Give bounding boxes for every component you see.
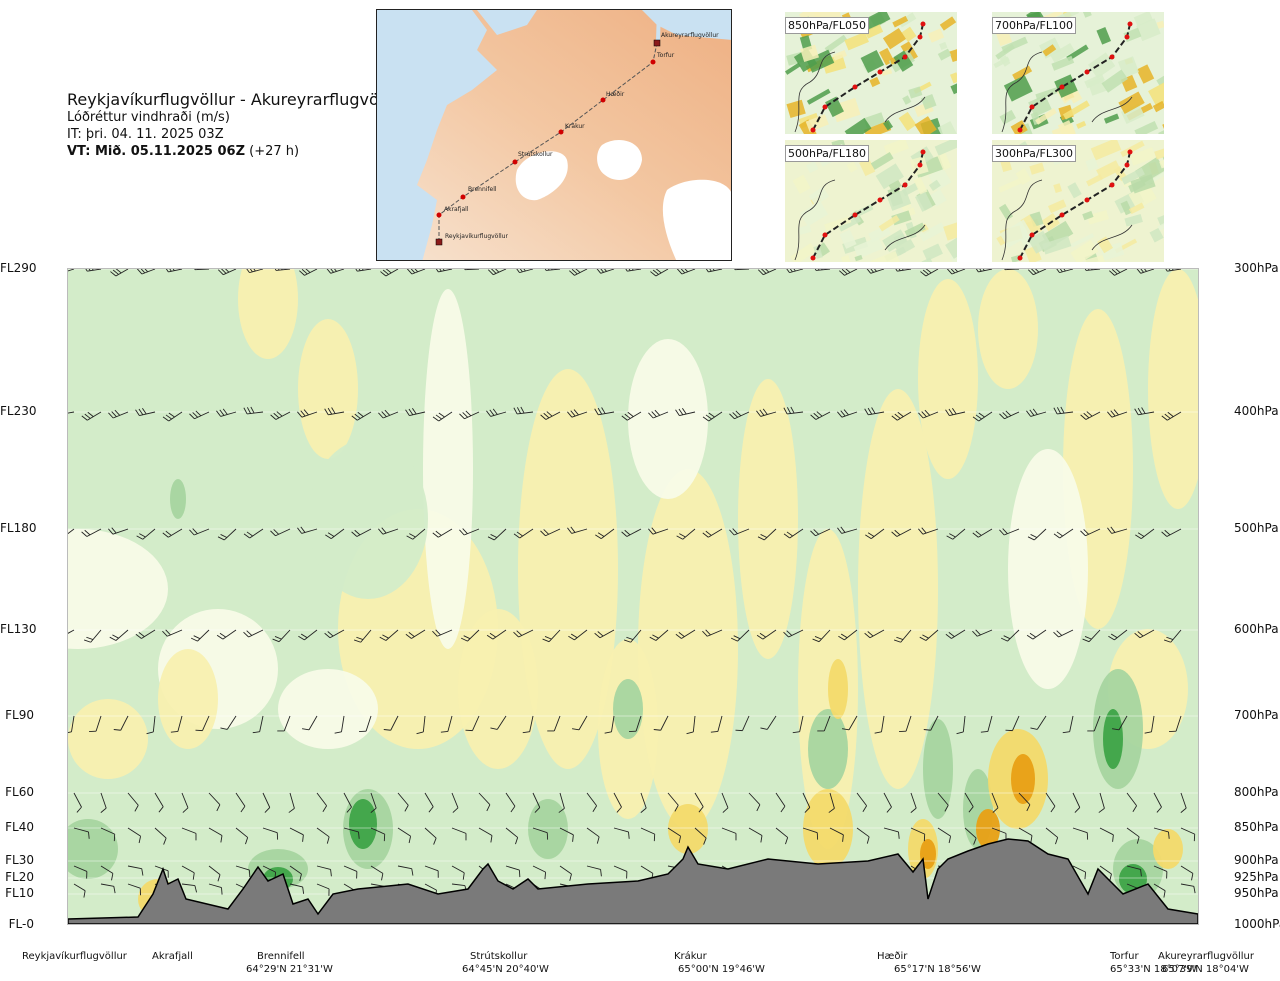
panel-label: 850hPa/FL050 <box>785 17 870 34</box>
waypoint-label: Brennifell <box>468 186 497 193</box>
waypoint-marker <box>435 238 443 246</box>
location-coord: 65°17'N 18°56'W <box>894 964 981 975</box>
sea-north <box>642 10 731 40</box>
fl-tick-label: FL180 <box>0 521 37 535</box>
waypoint-label: Strútskollur <box>518 151 553 158</box>
location-label: Brennifell <box>257 951 305 962</box>
hpa-tick-label: 300hPa <box>1234 261 1279 275</box>
fl-tick-label: FL130 <box>0 622 37 636</box>
waypoint-label: Krákur <box>565 123 585 130</box>
location-label: Reykjavíkurflugvöllur <box>22 951 127 962</box>
glacier-hofsjokull <box>597 140 642 180</box>
terrain-profile <box>67 838 1199 925</box>
title-block: Reykjavíkurflugvöllur - Akureyrarflugvöl… <box>67 90 405 160</box>
hpa-tick-label: 850hPa <box>1234 820 1279 834</box>
waypoint-label: Akureyrarflugvöllur <box>661 32 719 39</box>
waypoint-marker <box>460 194 466 200</box>
glacier-langjokull <box>515 151 568 201</box>
panel-300hpa: 300hPa/FL300 <box>992 140 1164 262</box>
cross-section-svg <box>0 239 1208 926</box>
hpa-tick-label: 900hPa <box>1234 853 1279 867</box>
fl-tick-label: FL10 <box>5 886 34 900</box>
waypoint-marker <box>600 97 606 103</box>
sea-west <box>377 10 497 260</box>
parameter-label: Lóðréttur vindhraði (m/s) <box>67 110 230 125</box>
waypoint-marker <box>558 129 564 135</box>
fl-tick-label: FL-0 <box>8 917 34 931</box>
waypoint-label: Reykjavíkurflugvöllur <box>445 233 508 240</box>
route-line: Reykjavíkurflugvöllur Akrafjall Brennifell… <box>435 32 719 246</box>
panel-label: 500hPa/FL180 <box>785 145 870 162</box>
issue-time: IT: þri. 04. 11. 2025 03Z <box>67 127 224 142</box>
route-map-svg: Reykjavíkurflugvöllur Akrafjall Brennifell… <box>377 10 731 260</box>
location-coord: 65°33'N 18°07'W <box>1110 964 1197 975</box>
fl-tick-label: FL60 <box>5 785 34 799</box>
panel-label: 300hPa/FL300 <box>992 145 1077 162</box>
fl-tick-label: FL20 <box>5 870 34 884</box>
glacier-vatnajokull <box>662 179 731 260</box>
hpa-tick-label: 400hPa <box>1234 404 1279 418</box>
hpa-tick-label: 1000hPa <box>1234 917 1280 931</box>
location-label: Krákur <box>674 951 707 962</box>
fl-tick-label: FL90 <box>5 708 34 722</box>
waypoint-label: Torfur <box>656 52 675 59</box>
hpa-tick-label: 800hPa <box>1234 785 1279 799</box>
sea-fjord <box>477 10 537 35</box>
route-title: Reykjavíkurflugvöllur - Akureyrarflugvöl… <box>67 90 405 109</box>
panel-map <box>785 140 957 262</box>
fl-tick-label: FL30 <box>5 853 34 867</box>
panel-500hpa: 500hPa/FL180 <box>785 140 957 262</box>
eyjafjordur <box>656 10 661 40</box>
panel-label: 700hPa/FL100 <box>992 17 1077 34</box>
hpa-tick-label: 600hPa <box>1234 622 1279 636</box>
waypoint-marker <box>653 39 661 47</box>
cross-section-chart <box>0 239 1208 926</box>
waypoint-marker <box>650 59 656 65</box>
fl-tick-label: FL230 <box>0 404 37 418</box>
location-label: Strútskollur <box>470 951 528 962</box>
waypoint-marker <box>512 159 518 165</box>
location-label: Hæðir <box>877 951 908 962</box>
location-label: Akureyrarflugvöllur <box>1158 951 1255 962</box>
valid-time-label: VT: Mið. 05.11.2025 06Z <box>67 144 246 159</box>
location-coord: 65°00'N 19°46'W <box>678 964 765 975</box>
valid-time: VT: Mið. 05.11.2025 06Z (+27 h) <box>67 143 387 160</box>
location-coord: 64°29'N 21°31'W <box>246 964 333 975</box>
panel-850hpa: 850hPa/FL050 <box>785 12 957 134</box>
location-label: Torfur <box>1110 951 1139 962</box>
location-coord: 64°45'N 20°40'W <box>462 964 549 975</box>
hpa-tick-label: 700hPa <box>1234 708 1279 722</box>
hpa-tick-label: 500hPa <box>1234 521 1279 535</box>
panel-700hpa: 700hPa/FL100 <box>992 12 1164 134</box>
waypoint-marker <box>436 212 442 218</box>
location-label: Akrafjall <box>152 951 193 962</box>
valid-offset: (+27 h) <box>249 144 300 159</box>
hpa-tick-label: 950hPa <box>1234 886 1279 900</box>
waypoint-label: Hæðir <box>606 91 625 98</box>
location-coord: 65°39'N 18°04'W <box>1162 964 1249 975</box>
wind-barbs <box>54 262 1196 899</box>
hpa-tick-label: 925hPa <box>1234 870 1279 884</box>
fl-tick-label: FL40 <box>5 820 34 834</box>
fl-tick-label: FL290 <box>0 261 37 275</box>
waypoint-label: Akrafjall <box>444 206 469 213</box>
route-map: Reykjavíkurflugvöllur Akrafjall Brennifell… <box>376 9 732 261</box>
panel-map <box>992 140 1164 262</box>
